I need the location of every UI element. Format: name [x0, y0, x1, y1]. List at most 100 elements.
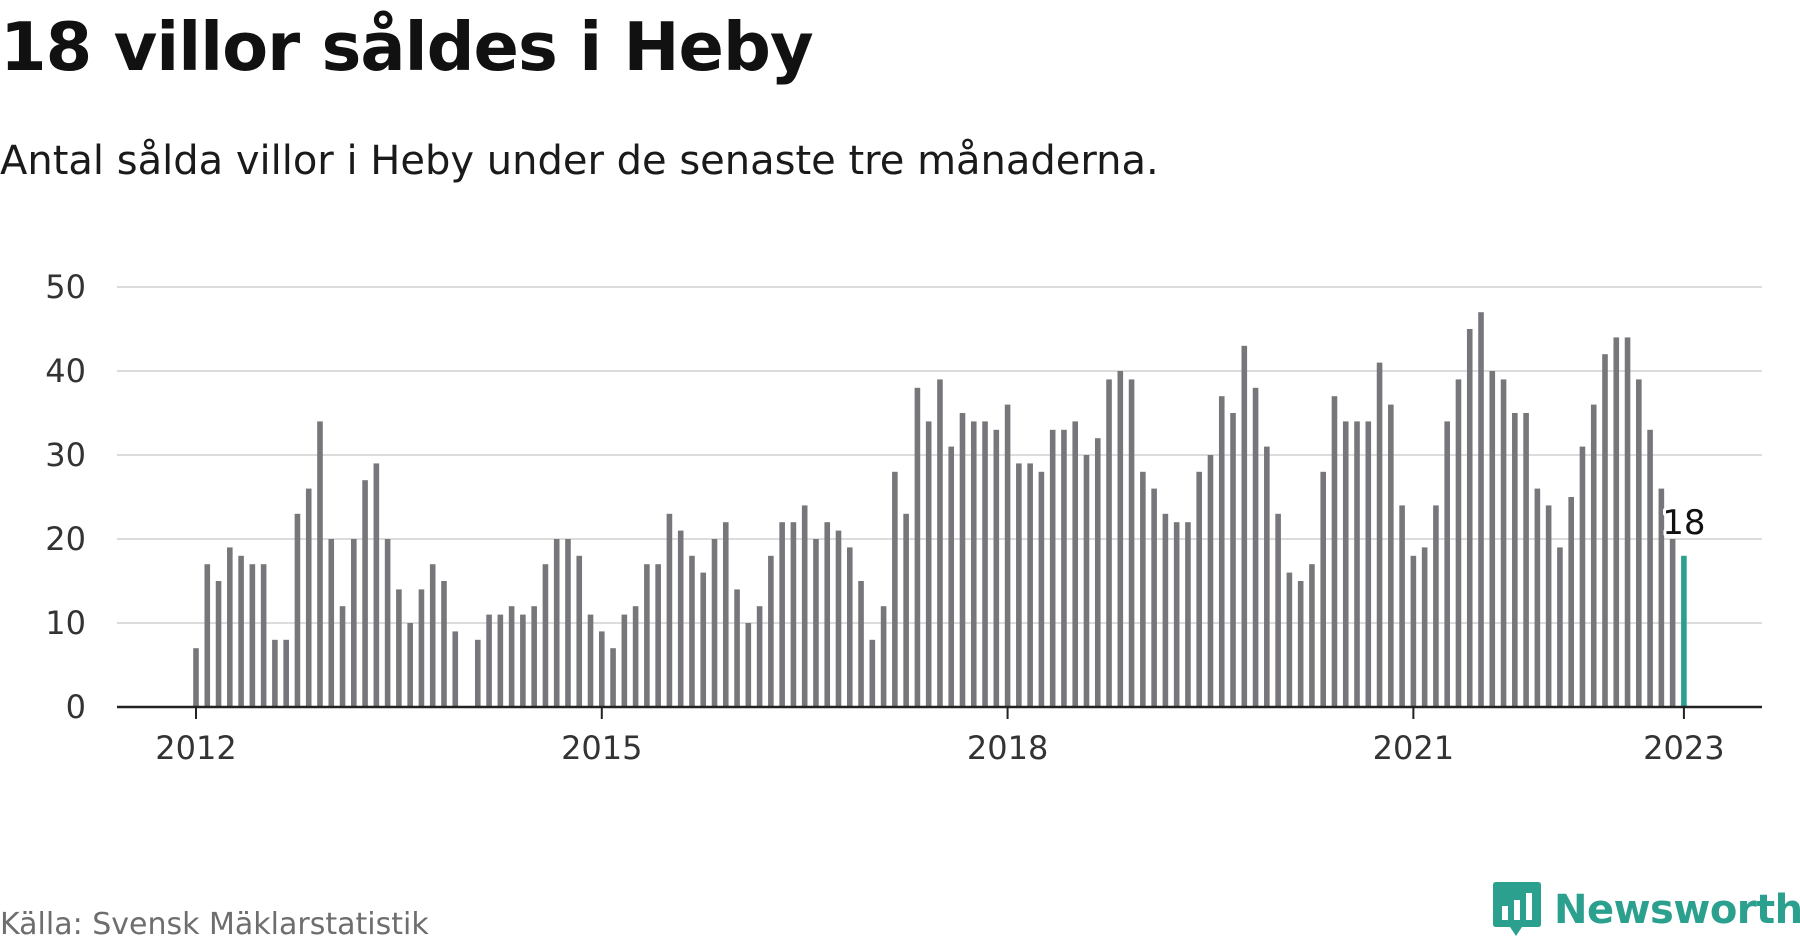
bar — [542, 564, 549, 707]
bar — [418, 589, 425, 707]
bar — [982, 421, 988, 707]
bar — [1331, 396, 1338, 707]
bar — [1072, 421, 1079, 707]
bar — [1647, 429, 1653, 707]
bar — [531, 606, 537, 707]
bar — [587, 614, 594, 707]
bar — [1320, 471, 1326, 707]
bar — [1016, 463, 1022, 707]
bar — [790, 522, 797, 707]
bar — [959, 413, 966, 707]
bar — [948, 446, 955, 707]
bar — [1568, 497, 1574, 707]
bar — [508, 606, 515, 707]
bar — [1218, 396, 1225, 707]
bar — [1590, 404, 1597, 707]
bar — [937, 379, 943, 707]
bar — [970, 421, 977, 707]
bar — [925, 421, 932, 707]
bar — [1399, 505, 1405, 707]
bar — [1275, 513, 1281, 707]
bar — [1421, 547, 1428, 707]
bar — [452, 631, 459, 707]
bar — [644, 564, 650, 707]
bar — [407, 623, 413, 707]
bar — [486, 614, 492, 707]
bar — [565, 539, 571, 707]
bar — [1512, 413, 1518, 707]
bar — [1094, 438, 1101, 707]
y-tick-label: 30 — [45, 436, 86, 474]
bar — [1613, 337, 1620, 707]
bar — [396, 589, 402, 707]
bar — [1230, 413, 1236, 707]
x-tick-label: 2018 — [967, 729, 1048, 767]
bar-highlight — [1681, 555, 1687, 707]
bar — [384, 539, 391, 707]
bar — [835, 530, 842, 707]
newsworthy-logo-icon — [1493, 882, 1541, 936]
bar — [1038, 471, 1045, 707]
y-tick-label: 0 — [66, 688, 86, 726]
bar — [373, 463, 380, 707]
x-axis-ticks — [195, 707, 1685, 719]
chart-title: 18 villor såldes i Heby — [0, 8, 814, 86]
bar — [880, 606, 887, 707]
chart-subtitle: Antal sålda villor i Heby under de senas… — [0, 138, 1159, 184]
bar — [993, 429, 1000, 707]
bar — [858, 581, 864, 707]
y-tick-label: 20 — [45, 520, 86, 558]
bar — [655, 564, 661, 707]
bar — [1173, 522, 1180, 707]
bar — [249, 564, 256, 707]
bar — [576, 555, 583, 707]
bars — [193, 312, 1687, 707]
bar — [779, 522, 785, 707]
bar — [1433, 505, 1439, 707]
brand-name: Newsworthy — [1554, 887, 1800, 933]
bar — [621, 614, 628, 707]
bar — [824, 522, 831, 707]
bar — [1004, 404, 1011, 707]
bar — [553, 539, 560, 707]
bar — [1545, 505, 1552, 707]
bar — [677, 530, 684, 707]
bar — [317, 421, 323, 707]
y-tick-label: 50 — [45, 268, 86, 306]
bar — [1636, 379, 1642, 707]
y-axis-labels: 0 10 20 30 40 50 — [45, 268, 86, 726]
bar — [1500, 379, 1507, 707]
bar — [1207, 455, 1214, 707]
bar — [666, 513, 673, 707]
bar — [734, 589, 740, 707]
bar — [1466, 329, 1473, 707]
bar — [745, 623, 752, 707]
x-tick-label: 2023 — [1643, 729, 1724, 767]
bar — [914, 387, 921, 707]
bar — [1297, 581, 1304, 707]
bar — [711, 539, 718, 707]
bar — [1523, 413, 1529, 707]
bar — [756, 606, 763, 707]
bar — [1365, 421, 1372, 707]
bar — [272, 639, 278, 707]
bar — [1117, 371, 1124, 707]
bar — [193, 648, 199, 707]
bar — [869, 639, 876, 707]
x-axis-labels: 2012 2015 2018 2021 2023 — [155, 729, 1724, 767]
bar — [846, 547, 853, 707]
bar — [441, 581, 447, 707]
bar — [1376, 362, 1383, 707]
bar — [1489, 371, 1496, 707]
bar — [1241, 345, 1248, 707]
bar — [1083, 455, 1090, 707]
value-label-latest: 18 — [1662, 503, 1705, 543]
bar — [1061, 429, 1067, 707]
bar — [1669, 539, 1676, 707]
bar — [1444, 421, 1450, 707]
bar — [1027, 463, 1033, 707]
bar — [227, 547, 233, 707]
bar — [1151, 488, 1157, 707]
bar — [475, 639, 481, 707]
bar — [722, 522, 729, 707]
